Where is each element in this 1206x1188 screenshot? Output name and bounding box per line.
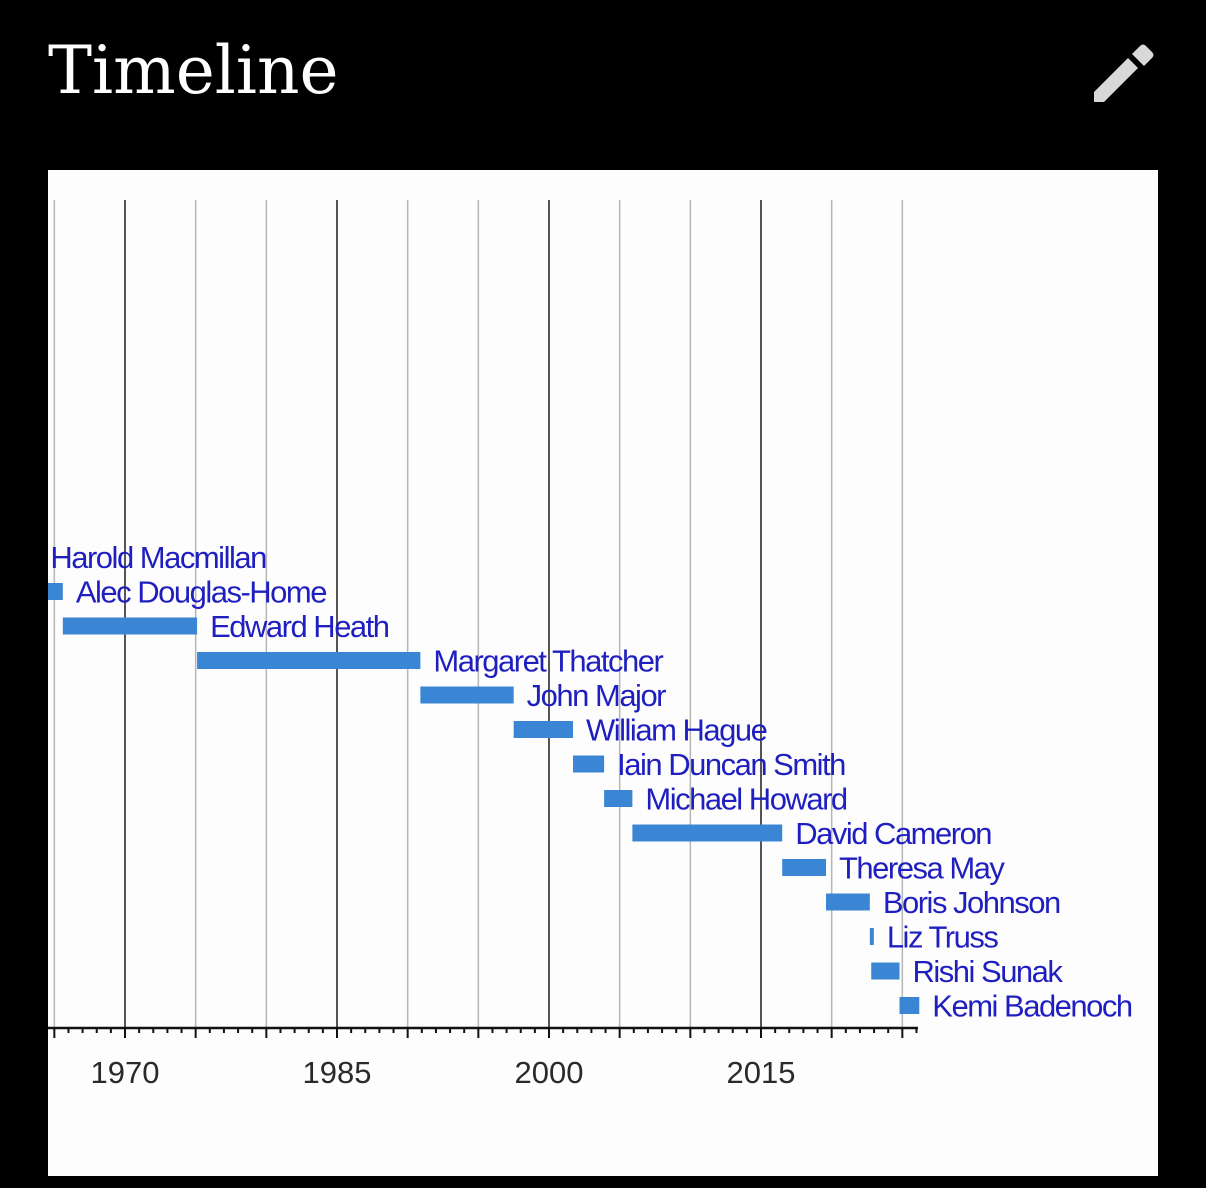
leader-label: John Major — [527, 678, 667, 713]
leader-bar — [197, 652, 421, 669]
leader-bar — [869, 928, 874, 945]
pencil-icon — [1094, 44, 1154, 102]
leader-label: Boris Johnson — [883, 885, 1060, 920]
leader-bar — [826, 893, 870, 911]
timeline-chart: 1970198520002015Churchilly EdenHarold Ma… — [48, 170, 1158, 1176]
leader-bar — [632, 824, 783, 842]
leader-bar — [782, 859, 827, 876]
leader-label: Alec Douglas-Home — [76, 575, 326, 610]
leader-label: Harold Macmillan — [50, 540, 266, 575]
leader-bar — [62, 617, 198, 635]
x-tick-label: 1985 — [303, 1055, 372, 1090]
leader-label: Liz Truss — [887, 920, 999, 955]
leader-label: Margaret Thatcher — [433, 644, 663, 679]
leader-bar — [604, 790, 633, 807]
leader-label: Kemi Badenoch — [932, 989, 1132, 1024]
leader-bar — [513, 721, 574, 738]
leader-bar — [899, 997, 920, 1014]
page-title: Timeline — [48, 32, 339, 109]
page-header: Timeline — [0, 0, 1206, 168]
x-tick-label: 2015 — [727, 1055, 796, 1090]
x-tick-label: 1970 — [91, 1055, 160, 1090]
leader-label: Theresa May — [839, 851, 1005, 886]
timeline-chart-svg: 1970198520002015Churchilly EdenHarold Ma… — [48, 200, 1133, 1090]
leader-label: Edward Heath — [210, 609, 389, 644]
leader-label: William Hague — [586, 713, 767, 748]
leader-label: David Cameron — [795, 816, 991, 851]
leader-bar — [420, 686, 514, 704]
leader-bar — [573, 755, 605, 773]
x-tick-label: 2000 — [515, 1055, 584, 1090]
leader-label: Rishi Sunak — [913, 954, 1064, 989]
leader-label: Iain Duncan Smith — [617, 747, 845, 782]
leader-bar — [48, 583, 63, 600]
edit-button[interactable] — [1088, 40, 1158, 110]
leader-bar — [871, 962, 900, 980]
leader-label: Michael Howard — [645, 782, 847, 817]
